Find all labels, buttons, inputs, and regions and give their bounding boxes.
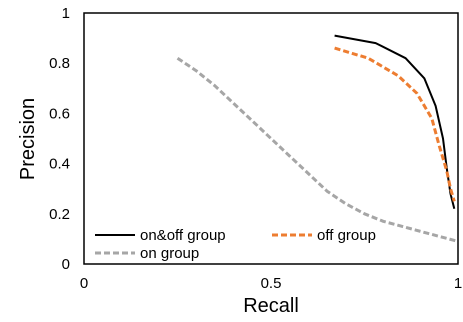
y-axis-title: Precision <box>17 98 39 180</box>
y-tick-label: 0.4 <box>49 156 70 173</box>
x-tick-label: 0.5 <box>261 275 282 292</box>
y-tick-label: 0 <box>62 256 70 273</box>
x-tick-label: 0 <box>80 275 88 292</box>
y-tick-label: 0.8 <box>49 55 70 72</box>
series-line-2 <box>334 46 456 202</box>
y-tick-label: 0.2 <box>49 206 70 223</box>
series-line-3 <box>176 56 459 243</box>
legend-label-3: on group <box>140 245 199 262</box>
x-axis-title: Recall <box>243 295 299 317</box>
x-tick-label: 1 <box>454 275 462 292</box>
legend-label-2: off group <box>317 227 376 244</box>
y-tick-label: 1 <box>62 5 70 22</box>
y-tick-label: 0.6 <box>49 105 70 122</box>
series-line-1 <box>334 34 456 210</box>
plot-area <box>83 12 459 265</box>
legend: on&off group off group on group <box>95 227 376 262</box>
legend-label-1: on&off group <box>140 227 226 244</box>
